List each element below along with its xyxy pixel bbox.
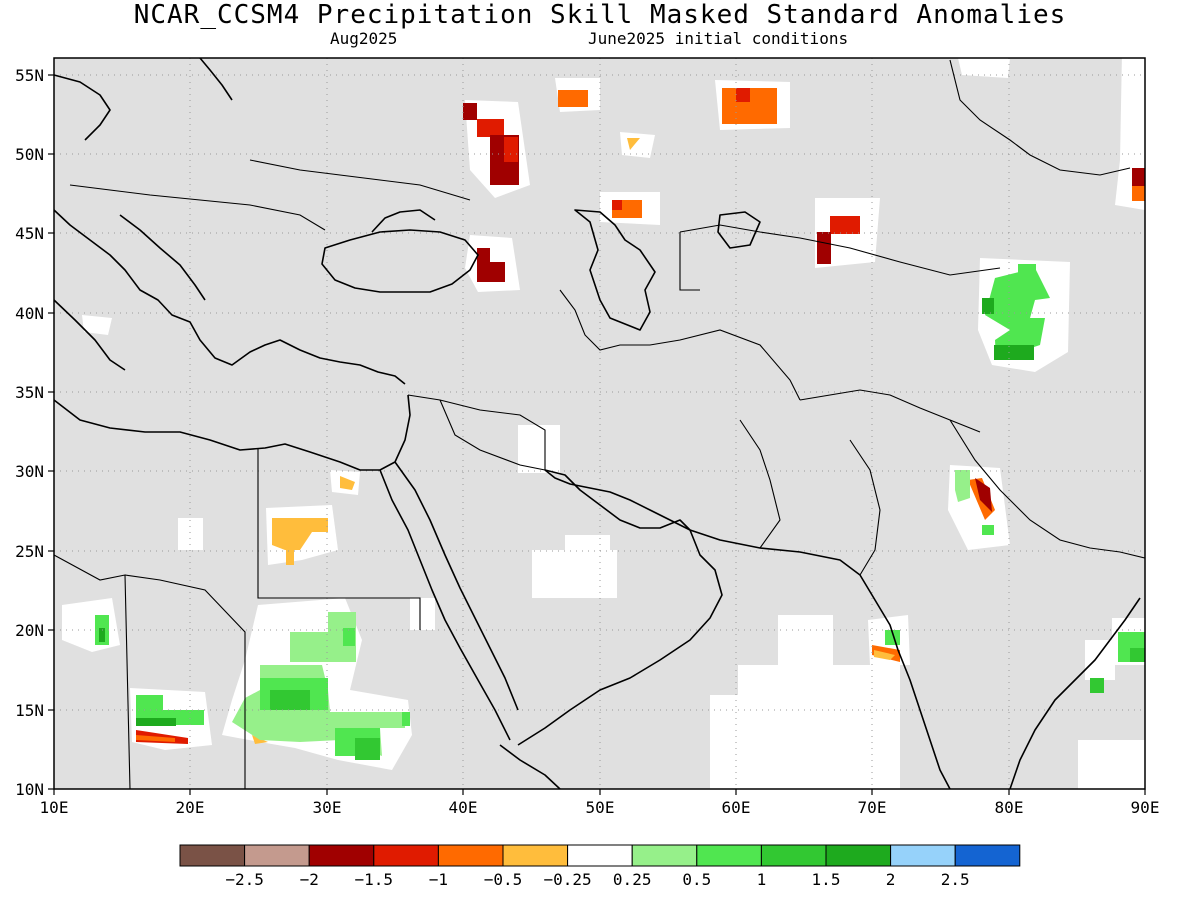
- lat-label: 30N: [15, 462, 44, 481]
- colorbar-label: 1: [757, 870, 767, 889]
- lon-label: 20E: [176, 798, 205, 817]
- axis-ticks: [48, 74, 1146, 795]
- latitude-labels: 55N 50N 45N 40N 35N 30N 25N 20N 15N 10N: [15, 66, 44, 799]
- lon-label: 90E: [1131, 798, 1160, 817]
- colorbar-label: −0.5: [484, 870, 523, 889]
- lat-label: 55N: [15, 66, 44, 85]
- colorbar-label: −2: [300, 870, 319, 889]
- negative-anomalies: [136, 88, 1145, 744]
- borders: [53, 59, 1146, 790]
- lon-label: 10E: [40, 798, 69, 817]
- lon-label: 50E: [586, 798, 615, 817]
- neutral-regions: [62, 52, 1145, 789]
- colorbar-swatch: [890, 844, 956, 867]
- colorbar-swatch: [825, 844, 892, 867]
- colorbar-label: 0.25: [613, 870, 652, 889]
- colorbar-swatch: [567, 844, 633, 867]
- colorbar-label: 2.5: [941, 870, 970, 889]
- colorbar-label: −1: [429, 870, 448, 889]
- lon-label: 80E: [995, 798, 1024, 817]
- lat-label: 45N: [15, 224, 44, 243]
- colorbar-swatch: [954, 844, 1021, 867]
- colorbar-label: 0.5: [682, 870, 711, 889]
- lat-label: 20N: [15, 621, 44, 640]
- lat-label: 35N: [15, 383, 44, 402]
- colorbar-swatch: [179, 844, 246, 867]
- colorbar-label: −2.5: [225, 870, 264, 889]
- colorbar-swatch: [631, 844, 698, 867]
- lon-label: 70E: [858, 798, 887, 817]
- lat-label: 40N: [15, 304, 44, 323]
- lat-label: 50N: [15, 145, 44, 164]
- longitude-labels: 10E 20E 30E 40E 50E 60E 70E 80E 90E: [40, 798, 1160, 817]
- colorbar-label: −0.25: [544, 870, 592, 889]
- colorbar-swatch: [308, 844, 375, 867]
- lon-label: 60E: [722, 798, 751, 817]
- lon-label: 40E: [449, 798, 478, 817]
- lat-label: 15N: [15, 701, 44, 720]
- chart-subtitle-init: June2025 initial conditions: [588, 29, 849, 48]
- lat-label: 10N: [15, 780, 44, 799]
- colorbar-swatch: [696, 844, 762, 867]
- colorbar: [179, 844, 1021, 867]
- coastlines: [53, 57, 1141, 790]
- map-background: [54, 58, 1145, 789]
- colorbar-swatch: [437, 844, 504, 867]
- chart-subtitle-month: Aug2025: [330, 29, 398, 48]
- colorbar-labels: −2.5 −2 −1.5 −1 −0.5 −0.25 0.25 0.5 1 1.5 2 2.5: [225, 870, 969, 889]
- colorbar-label: −1.5: [355, 870, 394, 889]
- colorbar-label: 1.5: [812, 870, 841, 889]
- positive-anomalies: [95, 264, 1145, 760]
- colorbar-swatch: [373, 844, 439, 867]
- colorbar-swatch: [244, 844, 310, 867]
- lat-label: 25N: [15, 542, 44, 561]
- colorbar-label: 2: [886, 870, 896, 889]
- colorbar-swatch: [502, 844, 569, 867]
- colorbar-swatch: [760, 844, 827, 867]
- chart-title: NCAR_CCSM4 Precipitation Skill Masked St…: [133, 0, 1067, 30]
- lon-label: 30E: [313, 798, 342, 817]
